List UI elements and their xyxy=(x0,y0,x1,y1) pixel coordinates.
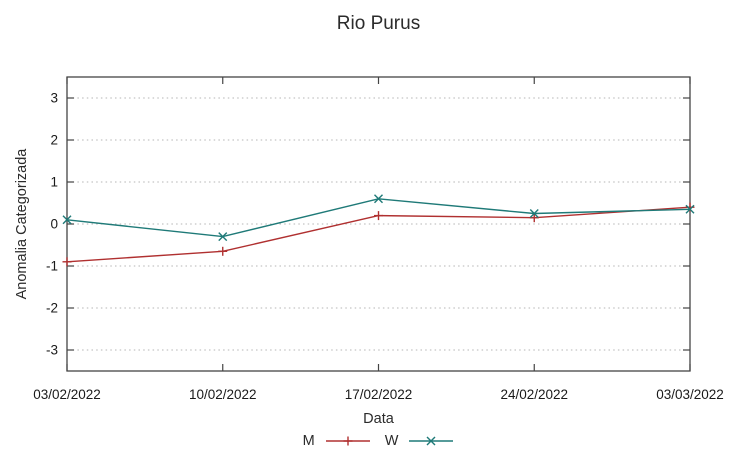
y-tick-label: -3 xyxy=(46,343,58,358)
y-tick-label: -1 xyxy=(46,259,58,274)
legend-item-M: M xyxy=(303,433,371,449)
x-tick-label: 17/02/2022 xyxy=(345,387,413,402)
legend-item-W: W xyxy=(385,433,455,449)
x-tick-label: 03/03/2022 xyxy=(656,387,724,402)
legend-sample-W xyxy=(409,436,454,446)
series-marker-W xyxy=(529,209,539,218)
x-tick-label: 03/02/2022 xyxy=(33,387,101,402)
y-tick-label: -2 xyxy=(46,301,58,316)
series-marker-W xyxy=(62,215,72,225)
chart-title: Rio Purus xyxy=(336,13,421,34)
legend-sample-M xyxy=(325,436,370,446)
x-axis-label: Data xyxy=(363,411,394,427)
legend-label-M: M xyxy=(302,433,315,449)
y-tick-label: 0 xyxy=(50,217,58,232)
legend-label-W: W xyxy=(384,433,399,449)
y-tick-label: 2 xyxy=(50,133,58,148)
y-tick-label: 3 xyxy=(50,91,58,106)
x-tick-label: 10/02/2022 xyxy=(189,387,257,402)
x-tick-label: 24/02/2022 xyxy=(500,387,568,402)
series-marker-W xyxy=(685,204,695,214)
series-marker-W xyxy=(374,194,383,204)
y-tick-label: 1 xyxy=(50,175,58,190)
series-marker-W xyxy=(218,232,228,242)
plot-frame xyxy=(66,76,691,372)
